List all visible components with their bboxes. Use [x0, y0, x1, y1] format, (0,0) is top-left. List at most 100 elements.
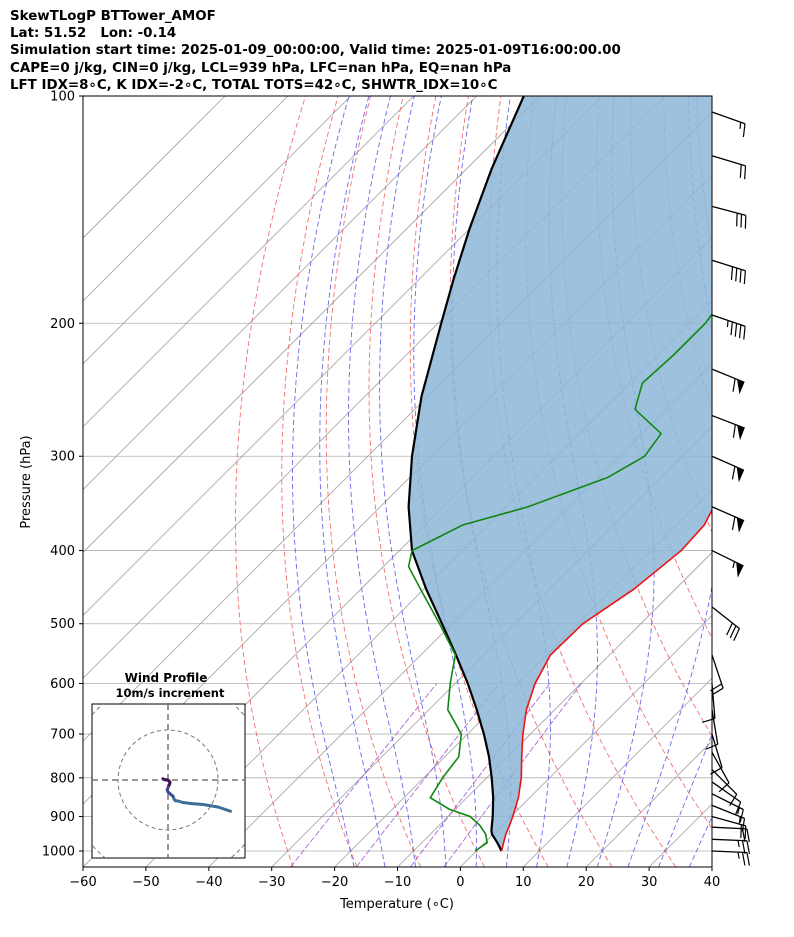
wind-barb [711, 455, 745, 483]
wind-barb-flag [742, 123, 746, 138]
isotherm-line [83, 96, 289, 302]
mixing-ratio-line [290, 683, 438, 867]
y-tick-label: 200 [50, 317, 75, 332]
wind-barb-half-flag [732, 561, 736, 569]
wind-barb-flag [729, 625, 737, 639]
wind-barb-shaft [711, 838, 747, 842]
wind-barb-flag [733, 628, 740, 641]
isotherm-line [460, 614, 712, 867]
y-tick-label: 300 [50, 450, 75, 465]
wind-barb-flag [711, 687, 724, 696]
wind-barb-half-flag [737, 840, 740, 848]
y-axis-label: Pressure (hPa) [19, 435, 34, 528]
y-tick-label: 100 [50, 90, 75, 105]
temperature-line [500, 508, 712, 852]
x-tick-label: −60 [69, 875, 96, 890]
x-tick-label: −50 [132, 875, 159, 890]
wind-barb-shaft [711, 733, 723, 768]
dry-adiabat-line [409, 96, 549, 867]
x-tick-label: 10 [515, 875, 532, 890]
wind-barb-flag [730, 266, 734, 281]
wind-barb-flag [732, 424, 736, 438]
wind-barb-shaft [711, 455, 745, 471]
y-tick-label: 600 [50, 677, 75, 692]
x-axis-label: Temperature (∘C) [339, 897, 454, 912]
wind-barb-half-flag [739, 122, 742, 129]
wind-barb-flag [731, 516, 736, 530]
isotherm-line [711, 866, 712, 867]
inset-title: Wind Profile [125, 671, 208, 685]
y-tick-label: 700 [50, 728, 75, 743]
moist-adiabat-line [292, 96, 355, 867]
wind-barb-flag [744, 165, 747, 180]
hodograph-segment [189, 802, 205, 806]
wind-barb [711, 314, 746, 340]
wind-barb-pennant [736, 562, 744, 578]
wind-barb-shaft [711, 781, 742, 803]
chart-header: SkewTLogP BTTower_AMOF Lat: 51.52 Lon: -… [10, 8, 790, 94]
dry-adiabat-line [368, 96, 485, 867]
wind-barb [711, 850, 750, 866]
wind-barb-half-flag [726, 320, 729, 328]
moist-adiabat-line [319, 96, 386, 867]
stability-params-line: CAPE=0 j/kg, CIN=0 j/kg, LCL=939 hPa, LF… [10, 60, 512, 76]
hodograph [92, 704, 245, 858]
moist-adiabat-line [379, 96, 447, 867]
wind-barb-flag [740, 824, 742, 838]
wind-barb-flag [746, 840, 751, 855]
wind-barb-shaft [711, 654, 724, 689]
wind-barb-half-flag [737, 852, 740, 859]
wind-barb-flag [730, 321, 733, 336]
dewpoint-line [407, 312, 712, 852]
wind-barb-shaft [711, 769, 738, 795]
x-tick-label: 30 [641, 875, 658, 890]
isotherm-line [334, 489, 712, 867]
wind-barb-flag [739, 164, 742, 178]
wind-barb [711, 815, 747, 840]
wind-barb-flag [734, 323, 738, 337]
wind-barb [711, 111, 746, 138]
wind-barb-shaft [711, 850, 747, 854]
x-tick-label: −40 [195, 875, 222, 890]
hodograph-segment [161, 777, 167, 782]
isotherm-line [397, 551, 712, 867]
wind-barb [711, 751, 730, 793]
wind-barb-flag [741, 840, 746, 854]
wind-barb-pennant [736, 517, 745, 533]
dry-adiabat-line [762, 96, 794, 867]
wind-barb [711, 155, 747, 180]
wind-barb [711, 606, 740, 641]
wind-barb-shaft [711, 709, 719, 745]
wind-profile-inset: Wind Profile 10m/s increment [91, 671, 246, 859]
wind-barb-flag [744, 825, 747, 840]
wind-barb-shaft [711, 751, 730, 784]
wind-barb-flag [746, 828, 750, 843]
wind-barb-flag [738, 324, 742, 339]
chart-title: SkewTLogP BTTower_AMOF [10, 9, 216, 24]
moist-adiabat-line [348, 96, 416, 867]
wind-barb [711, 549, 744, 578]
moist-adiabat-line [627, 96, 712, 867]
x-tick-label: 20 [578, 875, 595, 890]
wind-barb-flag [741, 818, 746, 832]
y-tick-label: 800 [50, 771, 75, 786]
wind-barb [711, 506, 745, 533]
wind-barb-flag [732, 378, 736, 392]
y-tick-label: 500 [50, 617, 75, 632]
dry-adiabat-line [325, 96, 422, 867]
wind-barb-flag [702, 717, 716, 724]
inset-subtitle: 10m/s increment [116, 686, 225, 700]
wind-barb-shaft [711, 111, 746, 125]
isotherm-line [83, 96, 352, 365]
y-tick-label: 400 [50, 544, 75, 559]
wind-barb-shaft [711, 155, 746, 167]
index-line: LFT IDX=8∘C, K IDX=-2∘C, TOTAL TOTS=42∘C… [10, 77, 498, 93]
isotherm-line [83, 96, 540, 554]
x-tick-label: −10 [384, 875, 411, 890]
location-line: Lat: 51.52 Lon: -0.14 [10, 26, 177, 42]
moist-adiabat-line [413, 96, 477, 867]
wind-barb-flag [739, 809, 744, 823]
plot-series [407, 96, 712, 852]
wind-barb-shaft [711, 506, 745, 522]
